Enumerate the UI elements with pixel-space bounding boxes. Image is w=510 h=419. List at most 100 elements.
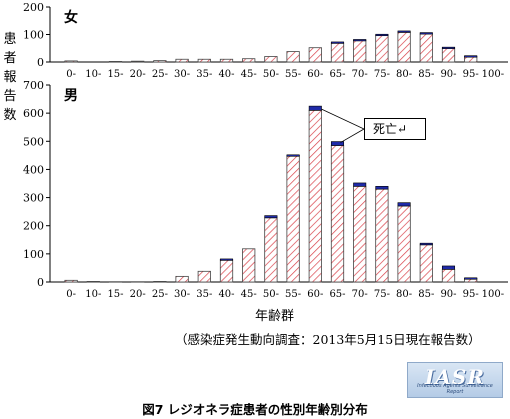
bar-death — [353, 39, 367, 42]
bar-reported — [308, 109, 322, 283]
x-tick-label: 15- — [107, 69, 123, 80]
bar-death — [397, 30, 411, 33]
logo-subtext: Infectious Agents Surveillance Report — [417, 383, 493, 395]
bar-reported — [286, 154, 300, 283]
x-tick-label: 40- — [218, 289, 234, 300]
source-note: （感染症発生動向調査：2013年5月15日現在報告数） — [175, 332, 481, 347]
y-axis-label-char: 報 — [3, 70, 17, 85]
bar-death — [375, 186, 389, 190]
x-tick-label: 25- — [152, 289, 168, 300]
y-tick-label: 400 — [23, 163, 44, 176]
x-tick-label: 55- — [285, 69, 301, 80]
panel-label: 女 — [64, 9, 78, 26]
bar-death — [397, 202, 411, 207]
y-tick-label: 0 — [37, 276, 44, 289]
bar-death — [353, 182, 367, 187]
bar-death — [308, 105, 322, 111]
x-tick-label: 20- — [130, 289, 146, 300]
bar-reported — [197, 58, 211, 63]
iasr-logo: IASR Infectious Agents Surveillance Repo… — [407, 362, 503, 398]
bar-reported — [375, 188, 389, 283]
callout-leader — [321, 108, 365, 130]
x-tick-label: 60- — [307, 69, 323, 80]
y-tick-label: 200 — [23, 1, 44, 14]
x-tick-label: 30- — [174, 289, 190, 300]
x-tick-label: 0- — [66, 69, 76, 80]
x-tick-label: 55- — [285, 289, 301, 300]
x-tick-label: 45- — [241, 289, 257, 300]
bar-death — [375, 33, 389, 37]
bar-reported — [397, 205, 411, 283]
x-tick-label: 95- — [463, 69, 479, 80]
x-tick-label: 60- — [307, 289, 323, 300]
bar-reported — [264, 217, 278, 283]
x-tick-label: 85- — [418, 289, 434, 300]
x-tick-label: 30- — [174, 69, 190, 80]
x-tick-label: 65- — [329, 289, 345, 300]
bar-reported — [197, 270, 211, 283]
figure-caption: 図7 レジオネラ症患者の性別年齢別分布 — [142, 402, 368, 417]
x-tick-label: 50- — [263, 289, 279, 300]
bar-death — [330, 141, 345, 146]
x-tick-label: 100- — [482, 69, 504, 80]
bar-reported — [86, 281, 100, 283]
bar-reported — [308, 47, 322, 63]
bar-reported — [64, 60, 78, 63]
logo-text: IASR — [425, 365, 485, 389]
x-tick-label: 20- — [130, 69, 146, 80]
bar-death — [419, 32, 433, 35]
y-tick-label: 600 — [23, 107, 44, 120]
x-tick-label: 0- — [66, 289, 76, 300]
bar-reported — [375, 35, 389, 63]
bar-reported — [419, 33, 433, 63]
panel-1: 0 100 200 300 400 500 600 700 男 0- 10- 15- 20- 25- 30-… — [23, 79, 508, 300]
x-tick-label: 40- — [218, 69, 234, 80]
bar-reported — [330, 42, 345, 63]
panel-0: 0 100 200 女 0- 10- 15- 20- 25- 30- 35- 40- 45- 50- 55-… — [23, 1, 508, 80]
bar-reported — [441, 47, 456, 63]
x-tick-label: 85- — [418, 69, 434, 80]
bar-death — [441, 46, 456, 49]
bar-reported — [175, 58, 189, 63]
bar-reported — [153, 281, 167, 283]
bar-reported — [242, 248, 256, 283]
bar-death — [219, 258, 234, 261]
bar-reported — [353, 185, 367, 283]
bar-reported — [264, 56, 278, 63]
x-tick-label: 35- — [196, 289, 212, 300]
bar-reported — [441, 268, 456, 283]
x-tick-label: 25- — [152, 69, 168, 80]
y-axis-label-char: 告 — [3, 89, 17, 104]
x-tick-label: 95- — [463, 289, 479, 300]
x-tick-label: 90- — [440, 69, 456, 80]
bar-reported — [219, 58, 234, 63]
x-tick-label: 70- — [352, 69, 368, 80]
y-tick-label: 100 — [23, 29, 44, 42]
y-tick-label: 100 — [23, 248, 44, 261]
y-axis-label-char: 数 — [3, 108, 17, 123]
bar-reported — [419, 244, 433, 283]
bar-reported — [219, 259, 234, 283]
bar-reported — [286, 51, 300, 63]
x-tick-label: 75- — [374, 69, 390, 80]
y-axis-label-char: 患 — [3, 32, 17, 47]
x-tick-label: 65- — [329, 69, 345, 80]
bar-reported — [131, 60, 145, 63]
panel-label: 男 — [64, 88, 78, 104]
x-tick-label: 80- — [396, 289, 412, 300]
x-tick-label: 10- — [85, 289, 101, 300]
bar-death — [464, 55, 478, 58]
bar-death — [419, 242, 433, 246]
bar-reported — [242, 58, 256, 63]
bar-reported — [397, 31, 411, 63]
x-tick-label: 10- — [85, 69, 101, 80]
y-axis-label: 患 者 報 告 数 — [2, 30, 18, 125]
x-axis-label: 年齢群 — [255, 309, 295, 324]
bar-death — [264, 215, 278, 219]
x-tick-label: 75- — [374, 289, 390, 300]
y-tick-label: 700 — [23, 79, 44, 92]
x-tick-label: 80- — [396, 69, 412, 80]
x-tick-label: 15- — [107, 289, 123, 300]
bar-death — [286, 154, 300, 157]
